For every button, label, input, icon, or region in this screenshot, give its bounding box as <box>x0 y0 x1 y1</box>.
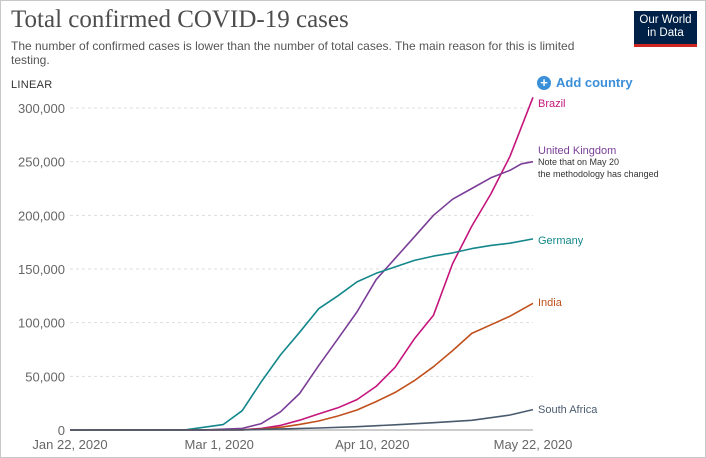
x-tick-label: Apr 10, 2020 <box>335 437 409 452</box>
chart-subtitle: The number of confirmed cases is lower t… <box>11 39 575 67</box>
logo-line-2: in Data <box>647 27 684 39</box>
y-tick-label: 50,000 <box>25 369 65 384</box>
series-label-south-africa: South Africa <box>538 404 598 416</box>
series-line-south-africa <box>69 408 534 431</box>
y-tick-label: 250,000 <box>18 155 65 170</box>
series-label-brazil: Brazil <box>538 98 566 110</box>
y-tick-label: 150,000 <box>18 262 65 277</box>
series-label-germany: Germany <box>538 235 584 247</box>
scale-toggle[interactable]: LINEAR <box>11 79 53 91</box>
owid-logo[interactable]: Our World in Data <box>634 11 697 47</box>
series-line-brazil <box>70 97 534 431</box>
annotation-note-line-2: the methodology has changed <box>538 169 659 179</box>
add-country-label: Add country <box>556 75 633 90</box>
series-label-india: India <box>538 297 563 309</box>
x-tick-label: May 22, 2020 <box>494 437 573 452</box>
series-line-united-kingdom <box>69 160 534 431</box>
logo-line-1: Our World <box>639 14 692 26</box>
y-tick-label: 0 <box>58 423 65 438</box>
annotation-note-line-1: Note that on May 20 <box>538 157 619 167</box>
y-tick-label: 200,000 <box>18 208 65 223</box>
add-country-button[interactable]: + Add country <box>537 75 633 90</box>
y-tick-label: 100,000 <box>18 316 65 331</box>
series-line-germany <box>69 238 534 431</box>
x-tick-label: Mar 1, 2020 <box>185 437 254 452</box>
x-tick-label: Jan 22, 2020 <box>32 437 107 452</box>
y-tick-label: 300,000 <box>18 101 65 116</box>
chart-title: Total confirmed COVID-19 cases <box>11 6 349 33</box>
series-label-united-kingdom: United Kingdom <box>538 145 616 157</box>
plus-circle-icon: + <box>537 75 551 90</box>
series-line-india <box>69 302 534 431</box>
